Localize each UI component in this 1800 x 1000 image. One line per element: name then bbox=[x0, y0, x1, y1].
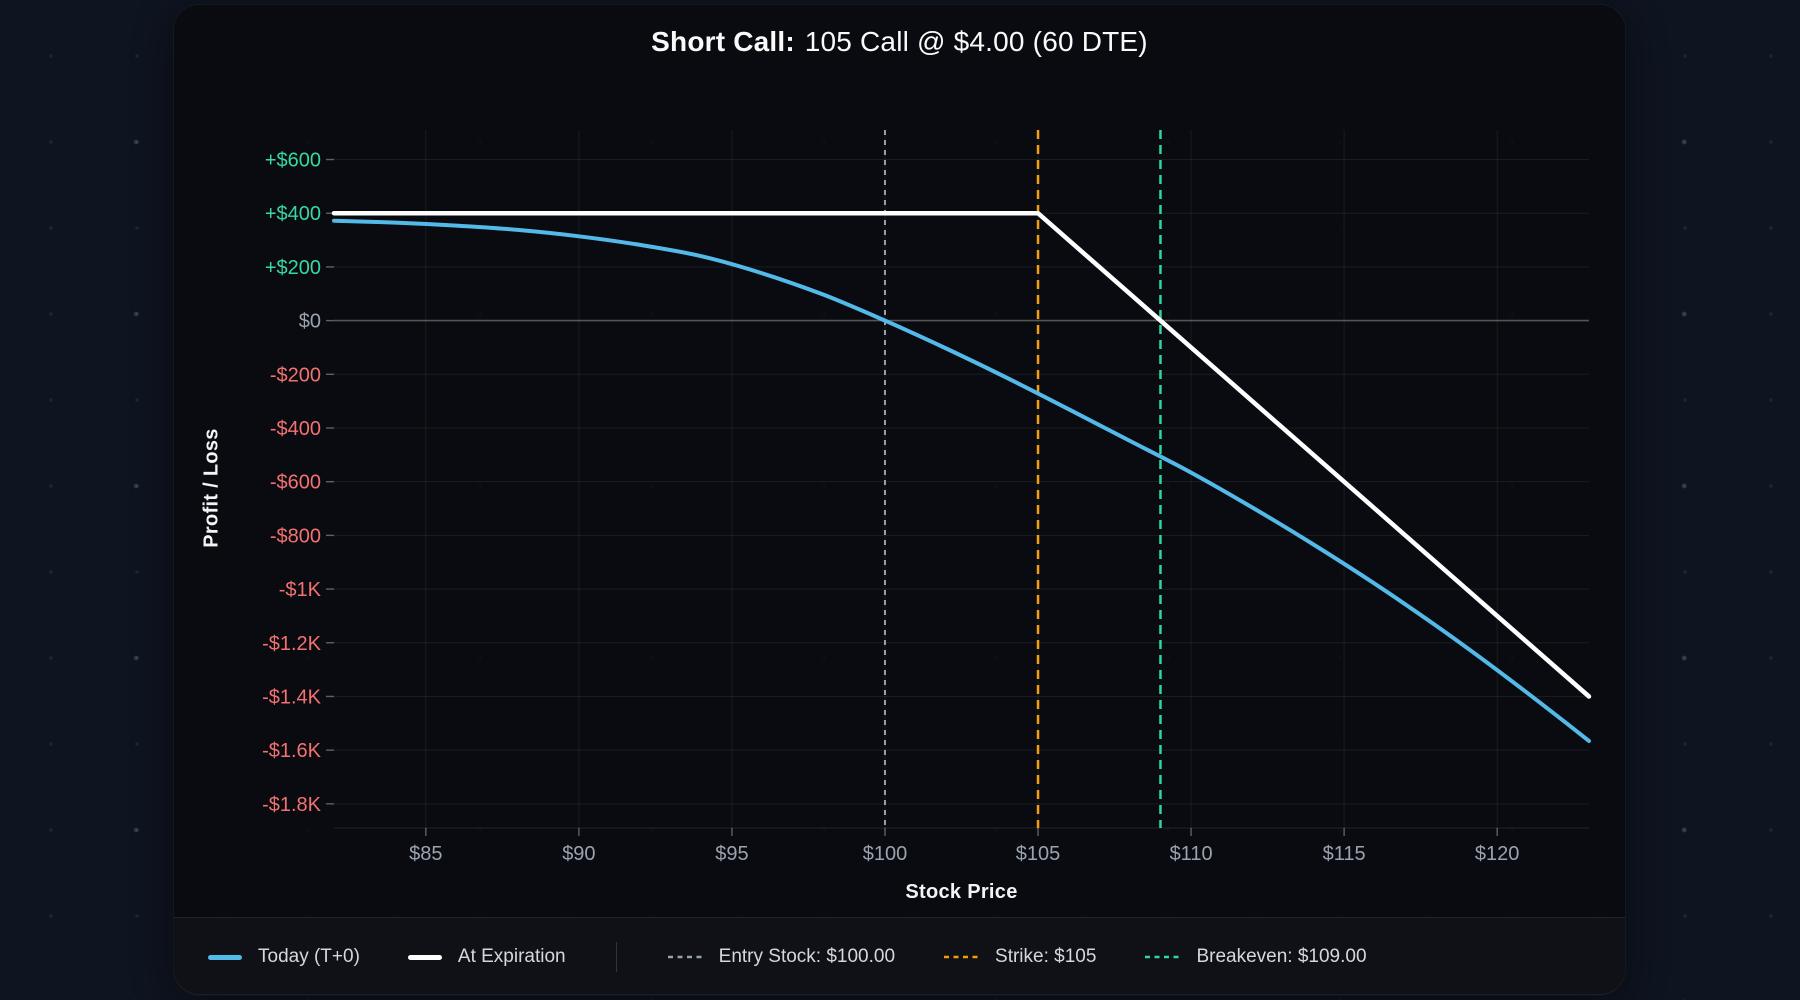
legend-item-breakeven[interactable]: Breakeven: $109.00 bbox=[1144, 946, 1367, 968]
x-tick-label: $120 bbox=[1475, 843, 1520, 865]
legend-label-entry-stock: Entry Stock: $100.00 bbox=[718, 946, 896, 967]
x-tick-label: $85 bbox=[409, 843, 442, 865]
x-tick-label: $90 bbox=[562, 843, 595, 865]
legend-swatch-strike bbox=[944, 955, 979, 959]
legend-item-strike[interactable]: Strike: $105 bbox=[943, 946, 1096, 968]
chart-title: Short Call: 105 Call @ $4.00 (60 DTE) bbox=[174, 25, 1625, 59]
legend-label-strike: Strike: $105 bbox=[995, 946, 1097, 967]
legend-divider bbox=[615, 942, 617, 972]
payoff-chart[interactable]: +$600 +$400 +$200 $0 -$200 -$400 -$600 -$800 -$1… bbox=[174, 5, 1627, 917]
legend-swatch-at-expiration bbox=[407, 954, 442, 960]
y-tick-label: +$200 bbox=[265, 257, 321, 279]
chart-title-detail: 105 Call @ $4.00 (60 DTE) bbox=[804, 26, 1148, 57]
y-tick-label: -$600 bbox=[270, 472, 321, 494]
y-tick-label: -$1K bbox=[279, 579, 322, 601]
y-tick-label: -$1.6K bbox=[262, 740, 322, 762]
legend-swatch-breakeven bbox=[1145, 955, 1180, 959]
legend-swatch-today-t-0 bbox=[208, 954, 242, 960]
legend-label-at-expiration: At Expiration bbox=[457, 946, 566, 967]
x-tick-label: $95 bbox=[715, 843, 748, 865]
legend-item-today-t-0[interactable]: Today (T+0) bbox=[208, 946, 360, 968]
x-tick-label: $110 bbox=[1170, 843, 1213, 865]
x-tick-label: $115 bbox=[1323, 843, 1366, 865]
x-tick-label: $100 bbox=[863, 843, 908, 865]
y-tick-label: $0 bbox=[299, 311, 321, 333]
x-tick-label: $105 bbox=[1016, 843, 1061, 865]
x-axis-title: Stock Price bbox=[905, 881, 1018, 903]
y-tick-label: -$1.4K bbox=[262, 686, 322, 708]
y-tick-label: -$200 bbox=[270, 364, 321, 386]
today-t-0-line[interactable] bbox=[332, 218, 1591, 743]
y-tick-label: -$400 bbox=[270, 418, 321, 440]
chart-panel: Short Call: 105 Call @ $4.00 (60 DTE) Pro… bbox=[173, 4, 1626, 995]
y-tick-label: +$600 bbox=[265, 150, 321, 172]
chart-title-strategy: Short Call: bbox=[651, 26, 795, 57]
y-tick-label: -$800 bbox=[270, 525, 321, 547]
y-tick-label: +$400 bbox=[265, 203, 321, 225]
legend-label-today-t-0: Today (T+0) bbox=[258, 946, 360, 967]
at-expiration-line[interactable] bbox=[331, 210, 1592, 699]
chart-legend: Today (T+0) At Expiration Entry Stock: $10… bbox=[174, 917, 1625, 996]
y-tick-label: -$1.2K bbox=[262, 633, 322, 655]
legend-label-breakeven: Breakeven: $109.00 bbox=[1196, 946, 1367, 967]
legend-item-at-expiration[interactable]: At Expiration bbox=[407, 946, 566, 968]
y-tick-label: -$1.8K bbox=[262, 794, 322, 816]
legend-item-entry-stock[interactable]: Entry Stock: $100.00 bbox=[667, 946, 895, 968]
legend-swatch-entry-stock bbox=[667, 955, 702, 959]
